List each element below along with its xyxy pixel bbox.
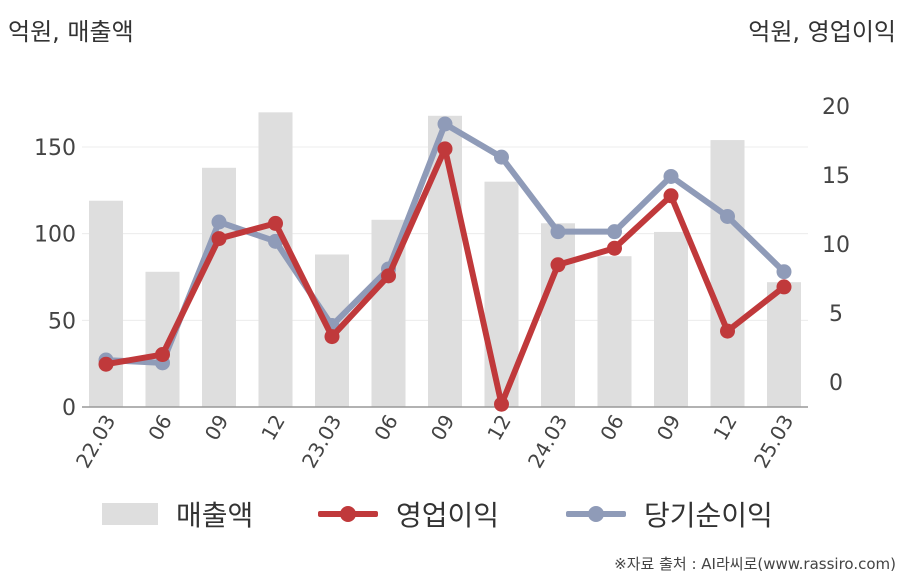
legend-item-net-income[interactable]: 당기순이익 bbox=[566, 494, 773, 534]
bar-revenue-0[interactable] bbox=[89, 200, 123, 407]
bar-revenue-6[interactable] bbox=[428, 115, 462, 408]
point-net-income-7[interactable] bbox=[494, 149, 509, 165]
x-tick-label: 12 bbox=[256, 411, 290, 445]
right-tick-label: 5 bbox=[829, 302, 843, 327]
point-operating-profit-1[interactable] bbox=[155, 347, 170, 363]
point-operating-profit-2[interactable] bbox=[211, 231, 227, 247]
source-note: ※자료 출처 : AI라씨로(www.rassiro.com) bbox=[614, 555, 896, 573]
bar-revenue-12[interactable] bbox=[767, 282, 801, 407]
legend-swatch-line bbox=[566, 503, 626, 525]
right-axis-unit: 억원, 영업이익 bbox=[748, 18, 896, 46]
left-axis-unit: 억원, 매출액 bbox=[8, 18, 134, 46]
x-tick-label: 23.03 bbox=[297, 411, 346, 473]
legend-label: 영업이익 bbox=[396, 499, 500, 532]
point-operating-profit-12[interactable] bbox=[776, 279, 792, 295]
left-tick-label: 100 bbox=[34, 223, 76, 248]
right-axis-ticks: 0 5 10 15 20 bbox=[822, 95, 850, 396]
bar-revenue-10[interactable] bbox=[654, 231, 688, 407]
right-tick-label: 0 bbox=[829, 371, 843, 396]
point-net-income-6[interactable] bbox=[437, 116, 453, 132]
legend: 매출액 영업이익 당기순이익 bbox=[0, 494, 908, 534]
bar-revenue-9[interactable] bbox=[597, 256, 632, 407]
left-tick-label: 150 bbox=[34, 136, 76, 161]
left-tick-label: 0 bbox=[62, 396, 76, 421]
legend-item-revenue[interactable]: 매출액 bbox=[102, 494, 253, 534]
point-operating-profit-8[interactable] bbox=[550, 257, 566, 273]
point-net-income-2[interactable] bbox=[211, 214, 227, 230]
right-tick-label: 10 bbox=[822, 233, 850, 258]
point-operating-profit-5[interactable] bbox=[381, 268, 396, 284]
x-axis-ticks: 22.03 06 09 12 23.03 06 09 12 24.03 06 09 12 25.03 bbox=[71, 411, 798, 473]
x-tick-label: 09 bbox=[652, 411, 686, 445]
x-tick-label: 06 bbox=[369, 411, 403, 445]
point-net-income-11[interactable] bbox=[720, 208, 735, 224]
bar-revenue-11[interactable] bbox=[710, 140, 745, 408]
left-axis-ticks: 0 50 100 150 bbox=[34, 136, 76, 421]
legend-label: 매출액 bbox=[176, 499, 254, 532]
point-net-income-10[interactable] bbox=[663, 168, 679, 184]
x-tick-label: 09 bbox=[200, 411, 234, 445]
point-operating-profit-7[interactable] bbox=[494, 396, 509, 412]
x-tick-label: 12 bbox=[482, 411, 516, 445]
x-tick-label: 12 bbox=[708, 411, 742, 445]
legend-label: 당기순이익 bbox=[644, 499, 773, 532]
x-tick-label: 06 bbox=[143, 411, 177, 445]
legend-swatch-line bbox=[318, 503, 378, 525]
legend-item-operating-profit[interactable]: 영업이익 bbox=[318, 494, 499, 534]
point-operating-profit-9[interactable] bbox=[607, 240, 622, 256]
right-tick-label: 15 bbox=[822, 164, 850, 189]
x-tick-label: 25.03 bbox=[749, 411, 798, 473]
x-tick-label: 24.03 bbox=[523, 411, 572, 473]
right-tick-label: 20 bbox=[822, 95, 850, 120]
point-operating-profit-4[interactable] bbox=[324, 329, 340, 345]
point-operating-profit-6[interactable] bbox=[437, 141, 453, 157]
point-operating-profit-3[interactable] bbox=[268, 215, 283, 231]
point-net-income-12[interactable] bbox=[776, 264, 792, 280]
left-tick-label: 50 bbox=[48, 309, 76, 334]
bar-series-revenue bbox=[89, 112, 801, 408]
bar-revenue-2[interactable] bbox=[202, 167, 236, 407]
legend-swatch-bar bbox=[102, 503, 158, 525]
point-operating-profit-11[interactable] bbox=[720, 323, 735, 339]
point-net-income-8[interactable] bbox=[550, 224, 566, 240]
x-tick-label: 22.03 bbox=[71, 411, 120, 473]
x-tick-label: 06 bbox=[595, 411, 629, 445]
x-tick-label: 09 bbox=[426, 411, 460, 445]
line-series bbox=[98, 116, 792, 412]
bar-revenue-8[interactable] bbox=[541, 223, 575, 407]
point-operating-profit-10[interactable] bbox=[663, 188, 679, 204]
point-operating-profit-0[interactable] bbox=[98, 356, 114, 372]
point-net-income-9[interactable] bbox=[607, 224, 622, 240]
